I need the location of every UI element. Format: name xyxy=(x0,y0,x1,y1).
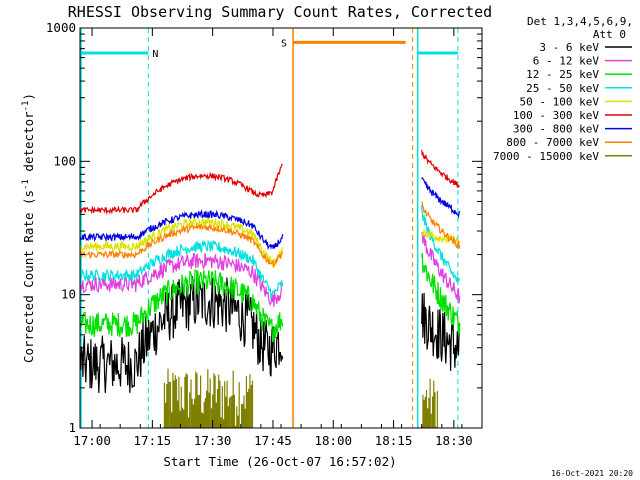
series-line-6 xyxy=(79,176,461,251)
legend-label-4: 50 - 100 keV xyxy=(520,95,600,108)
legend-label-3: 25 - 50 keV xyxy=(526,82,599,95)
legend-label-5: 100 - 300 keV xyxy=(513,109,599,122)
y-tick-label-0: 1 xyxy=(68,420,76,435)
x-tick-label-5: 18:15 xyxy=(375,433,413,448)
x-axis: 17:00 17:15 17:30 17:45 18:00 18:15 18:30 xyxy=(73,28,483,448)
legend-label-8: 7000 - 15000 keV xyxy=(493,150,599,163)
series-line-1 xyxy=(79,231,461,308)
legend-label-2: 12 - 25 keV xyxy=(526,68,599,81)
flag-label-night: N xyxy=(152,49,158,60)
series-line-2 xyxy=(79,252,461,343)
series-line-3 xyxy=(79,205,461,299)
chart-title: RHESSI Observing Summary Count Rates, Co… xyxy=(68,3,492,21)
legend-label-1: 6 - 12 keV xyxy=(533,55,600,68)
legend-header-line-1: Det 1,3,4,5,6,9, xyxy=(527,15,633,28)
footer-timestamp: 16-Oct-2021 20:20 xyxy=(551,469,633,478)
series-line-4 xyxy=(79,215,461,269)
series-line-8 xyxy=(163,368,438,428)
flag-bars: NS xyxy=(80,28,459,428)
y-tick-label-2: 100 xyxy=(53,153,76,168)
y-axis-label-end: ) xyxy=(21,93,36,101)
y-tick-label-3: 1000 xyxy=(46,20,76,35)
x-tick-label-6: 18:30 xyxy=(435,433,473,448)
series-lines xyxy=(79,149,461,428)
legend-label-6: 300 - 800 keV xyxy=(513,123,599,136)
y-axis-label-main: Corrected Count Rate (s xyxy=(21,190,36,363)
y-axis-label-middle: detector xyxy=(21,111,36,179)
x-tick-label-4: 18:00 xyxy=(314,433,352,448)
legend-label-7: 800 - 7000 keV xyxy=(506,136,599,149)
series-line-5 xyxy=(79,149,461,215)
legend-label-0: 3 - 6 keV xyxy=(539,41,599,54)
flag-label-saa: S xyxy=(281,38,287,49)
series-line-0 xyxy=(79,276,461,394)
y-axis-label-superscript-2: -1 xyxy=(21,101,31,112)
x-tick-label-1: 17:15 xyxy=(134,433,172,448)
series-line-7 xyxy=(79,201,461,268)
y-axis: 1 10 100 1000 xyxy=(46,20,482,435)
x-tick-label-2: 17:30 xyxy=(194,433,232,448)
y-axis-label: Corrected Count Rate (s-1 detector-1) xyxy=(21,93,36,363)
y-tick-label-1: 10 xyxy=(61,287,76,302)
y-axis-label-superscript-1: -1 xyxy=(21,179,31,190)
x-axis-label: Start Time (26-Oct-07 16:57:02) xyxy=(163,454,396,469)
x-tick-label-0: 17:00 xyxy=(73,433,111,448)
x-tick-label-3: 17:45 xyxy=(254,433,292,448)
legend-header-line-2: Att 0 xyxy=(593,28,626,41)
